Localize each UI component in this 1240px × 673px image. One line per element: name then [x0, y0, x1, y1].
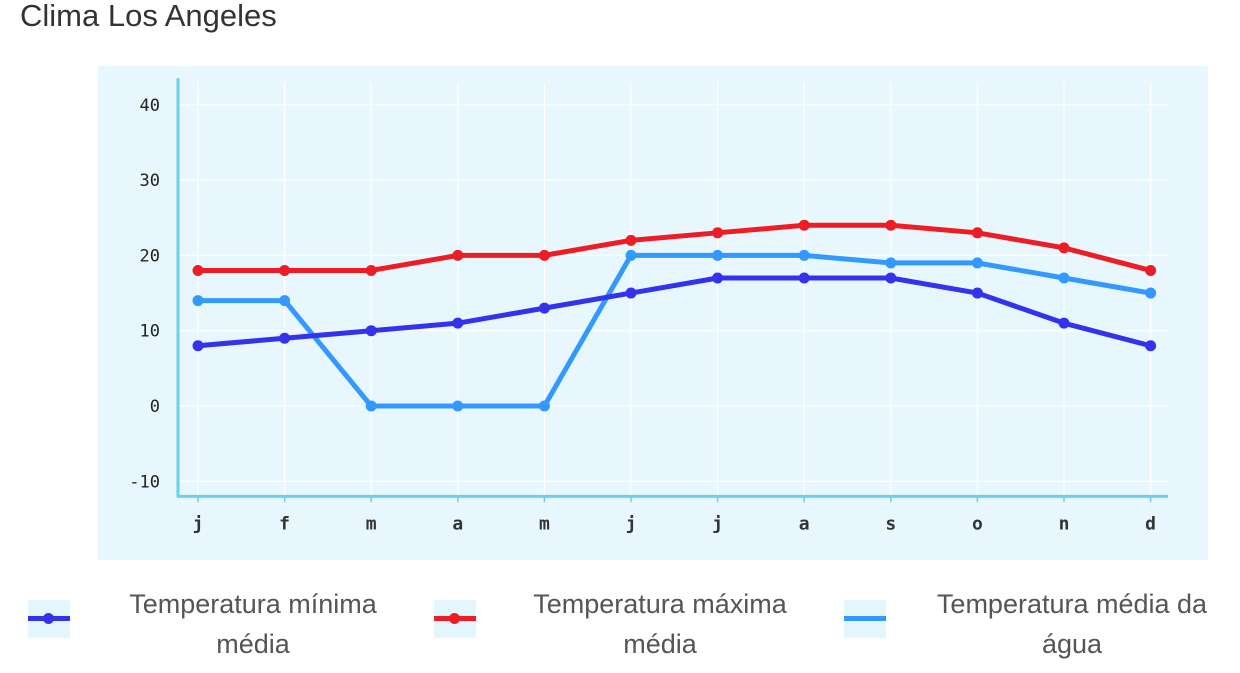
series-point — [1145, 287, 1157, 299]
series-point — [279, 264, 291, 276]
series-point — [279, 332, 291, 344]
series-point — [971, 287, 983, 299]
legend-label-max-line2: média — [623, 629, 697, 659]
legend-label-water-line1: Temperatura média da — [936, 589, 1208, 619]
series-point — [625, 234, 637, 246]
series-point — [971, 227, 983, 239]
series-point — [1058, 272, 1070, 284]
series-point — [192, 264, 204, 276]
legend-swatch-water-icon — [844, 600, 886, 638]
x-tick-label: d — [1145, 513, 1156, 534]
y-tick-label: 0 — [150, 397, 160, 417]
series-line — [195, 222, 1154, 273]
series-point — [625, 249, 637, 261]
legend-label-min-line2: média — [216, 629, 290, 659]
x-tick-label: s — [885, 513, 896, 534]
x-tick-label: a — [799, 513, 810, 534]
x-tick-label: j — [712, 513, 723, 534]
series-point — [798, 272, 810, 284]
legend-swatch-max-icon — [434, 600, 476, 638]
series-point — [971, 257, 983, 269]
legend: Temperatura mínima média Temperatura máx… — [0, 582, 1240, 672]
series-point — [712, 272, 724, 284]
y-tick-label: 30 — [140, 171, 160, 191]
series-line — [195, 252, 1154, 409]
legend-label-water-line2: água — [1041, 629, 1103, 659]
series-point — [885, 272, 897, 284]
series-point — [1058, 317, 1070, 329]
legend-label-max-line1: Temperatura máxima — [533, 589, 787, 619]
series-point — [452, 249, 464, 261]
series-point — [1058, 242, 1070, 254]
legend-item-min[interactable]: Temperatura mínima média — [28, 582, 408, 672]
x-tick-label: j — [626, 513, 637, 534]
series-point — [365, 325, 377, 337]
series-point — [1145, 264, 1157, 276]
page-title: Clima Los Angeles — [20, 0, 277, 33]
x-tick-label: o — [972, 513, 983, 534]
y-tick-label: 40 — [140, 96, 160, 116]
series-point — [538, 400, 550, 412]
x-tick-label: j — [193, 513, 204, 534]
plot-background — [98, 66, 1208, 560]
series-point — [885, 219, 897, 231]
x-tick-label: n — [1059, 513, 1070, 534]
series-point — [365, 400, 377, 412]
y-tick-label: 10 — [140, 322, 160, 342]
x-tick-label: m — [366, 513, 377, 534]
series-point — [798, 249, 810, 261]
series-point — [192, 295, 204, 307]
y-tick-label: 20 — [140, 246, 160, 266]
legend-item-max[interactable]: Temperatura máxima média — [434, 582, 814, 672]
series-point — [712, 227, 724, 239]
series-point — [192, 340, 204, 352]
series-point — [452, 317, 464, 329]
x-tick-label: a — [452, 513, 463, 534]
series-point — [885, 257, 897, 269]
series-point — [625, 287, 637, 299]
chart: 40 30 20 10 0 -10 j f m a m j j a s o n d — [98, 66, 1208, 560]
x-tick-label: f — [279, 513, 290, 534]
legend-item-water[interactable]: Temperatura média da água — [844, 582, 1234, 672]
series-point — [538, 249, 550, 261]
legend-label-min-line1: Temperatura mínima — [129, 589, 377, 619]
x-tick-label: m — [539, 513, 550, 534]
series-point — [538, 302, 550, 314]
series-point — [365, 264, 377, 276]
series-point — [712, 249, 724, 261]
series-line — [195, 275, 1154, 349]
y-tick-label: -10 — [129, 472, 160, 492]
series-point — [798, 219, 810, 231]
legend-swatch-min-icon — [28, 600, 70, 638]
chart-svg: 40 30 20 10 0 -10 j f m a m j j a s o n d — [98, 66, 1208, 560]
series-point — [452, 400, 464, 412]
series-point — [1145, 340, 1157, 352]
series-point — [279, 295, 291, 307]
